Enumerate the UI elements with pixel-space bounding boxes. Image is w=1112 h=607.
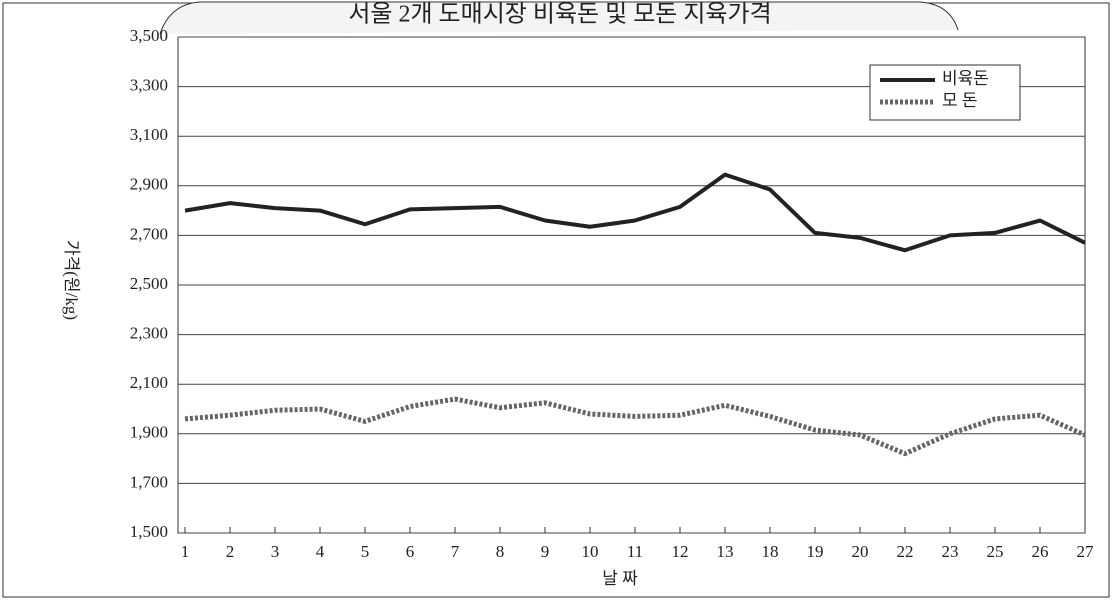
series-line	[184, 396, 1087, 457]
y-tick-label: 2,700	[130, 224, 168, 243]
x-tick-label: 10	[582, 542, 599, 561]
x-tick-label: 26	[1032, 542, 1049, 561]
x-tick-label: 1	[181, 542, 190, 561]
y-tick-label: 3,100	[130, 125, 168, 144]
y-tick-label: 2,900	[130, 175, 168, 194]
y-tick-label: 1,700	[130, 472, 168, 491]
x-tick-label: 25	[987, 542, 1004, 561]
legend-label: 비육돈	[942, 69, 989, 88]
y-tick-label: 2,300	[130, 324, 168, 343]
series-line	[184, 172, 1086, 253]
x-tick-label: 8	[496, 542, 505, 561]
y-axis-label: 가격(원/kg)	[62, 240, 81, 320]
legend-label: 모 돈	[942, 91, 978, 110]
x-tick-label: 20	[852, 542, 869, 561]
x-tick-label: 18	[762, 542, 779, 561]
x-tick-label: 4	[316, 542, 325, 561]
y-tick-label: 3,300	[130, 76, 168, 95]
x-tick-label: 19	[807, 542, 824, 561]
legend-box	[869, 64, 1021, 121]
x-tick-label: 3	[271, 542, 280, 561]
chart-title: 서울 2개 도매시장 비육돈 및 모돈 지육가격	[348, 1, 771, 28]
title-box	[159, 1, 959, 35]
y-tick-label: 2,100	[130, 373, 168, 392]
x-tick-label: 7	[451, 542, 460, 561]
y-tick-label: 2,500	[130, 274, 168, 293]
y-tick-label: 1,500	[130, 522, 168, 541]
x-tick-label: 9	[541, 542, 550, 561]
x-tick-label: 12	[672, 542, 689, 561]
x-tick-label: 23	[942, 542, 959, 561]
x-tick-label: 27	[1077, 542, 1095, 561]
y-tick-label: 3,500	[130, 26, 168, 45]
x-axis-label: 날 짜	[602, 569, 638, 588]
x-tick-label: 6	[406, 542, 415, 561]
y-tick-label: 1,900	[130, 423, 168, 442]
x-tick-label: 11	[627, 542, 643, 561]
x-tick-label: 22	[897, 542, 914, 561]
x-tick-label: 13	[717, 542, 734, 561]
x-tick-label: 5	[361, 542, 370, 561]
x-tick-label: 2	[226, 542, 235, 561]
